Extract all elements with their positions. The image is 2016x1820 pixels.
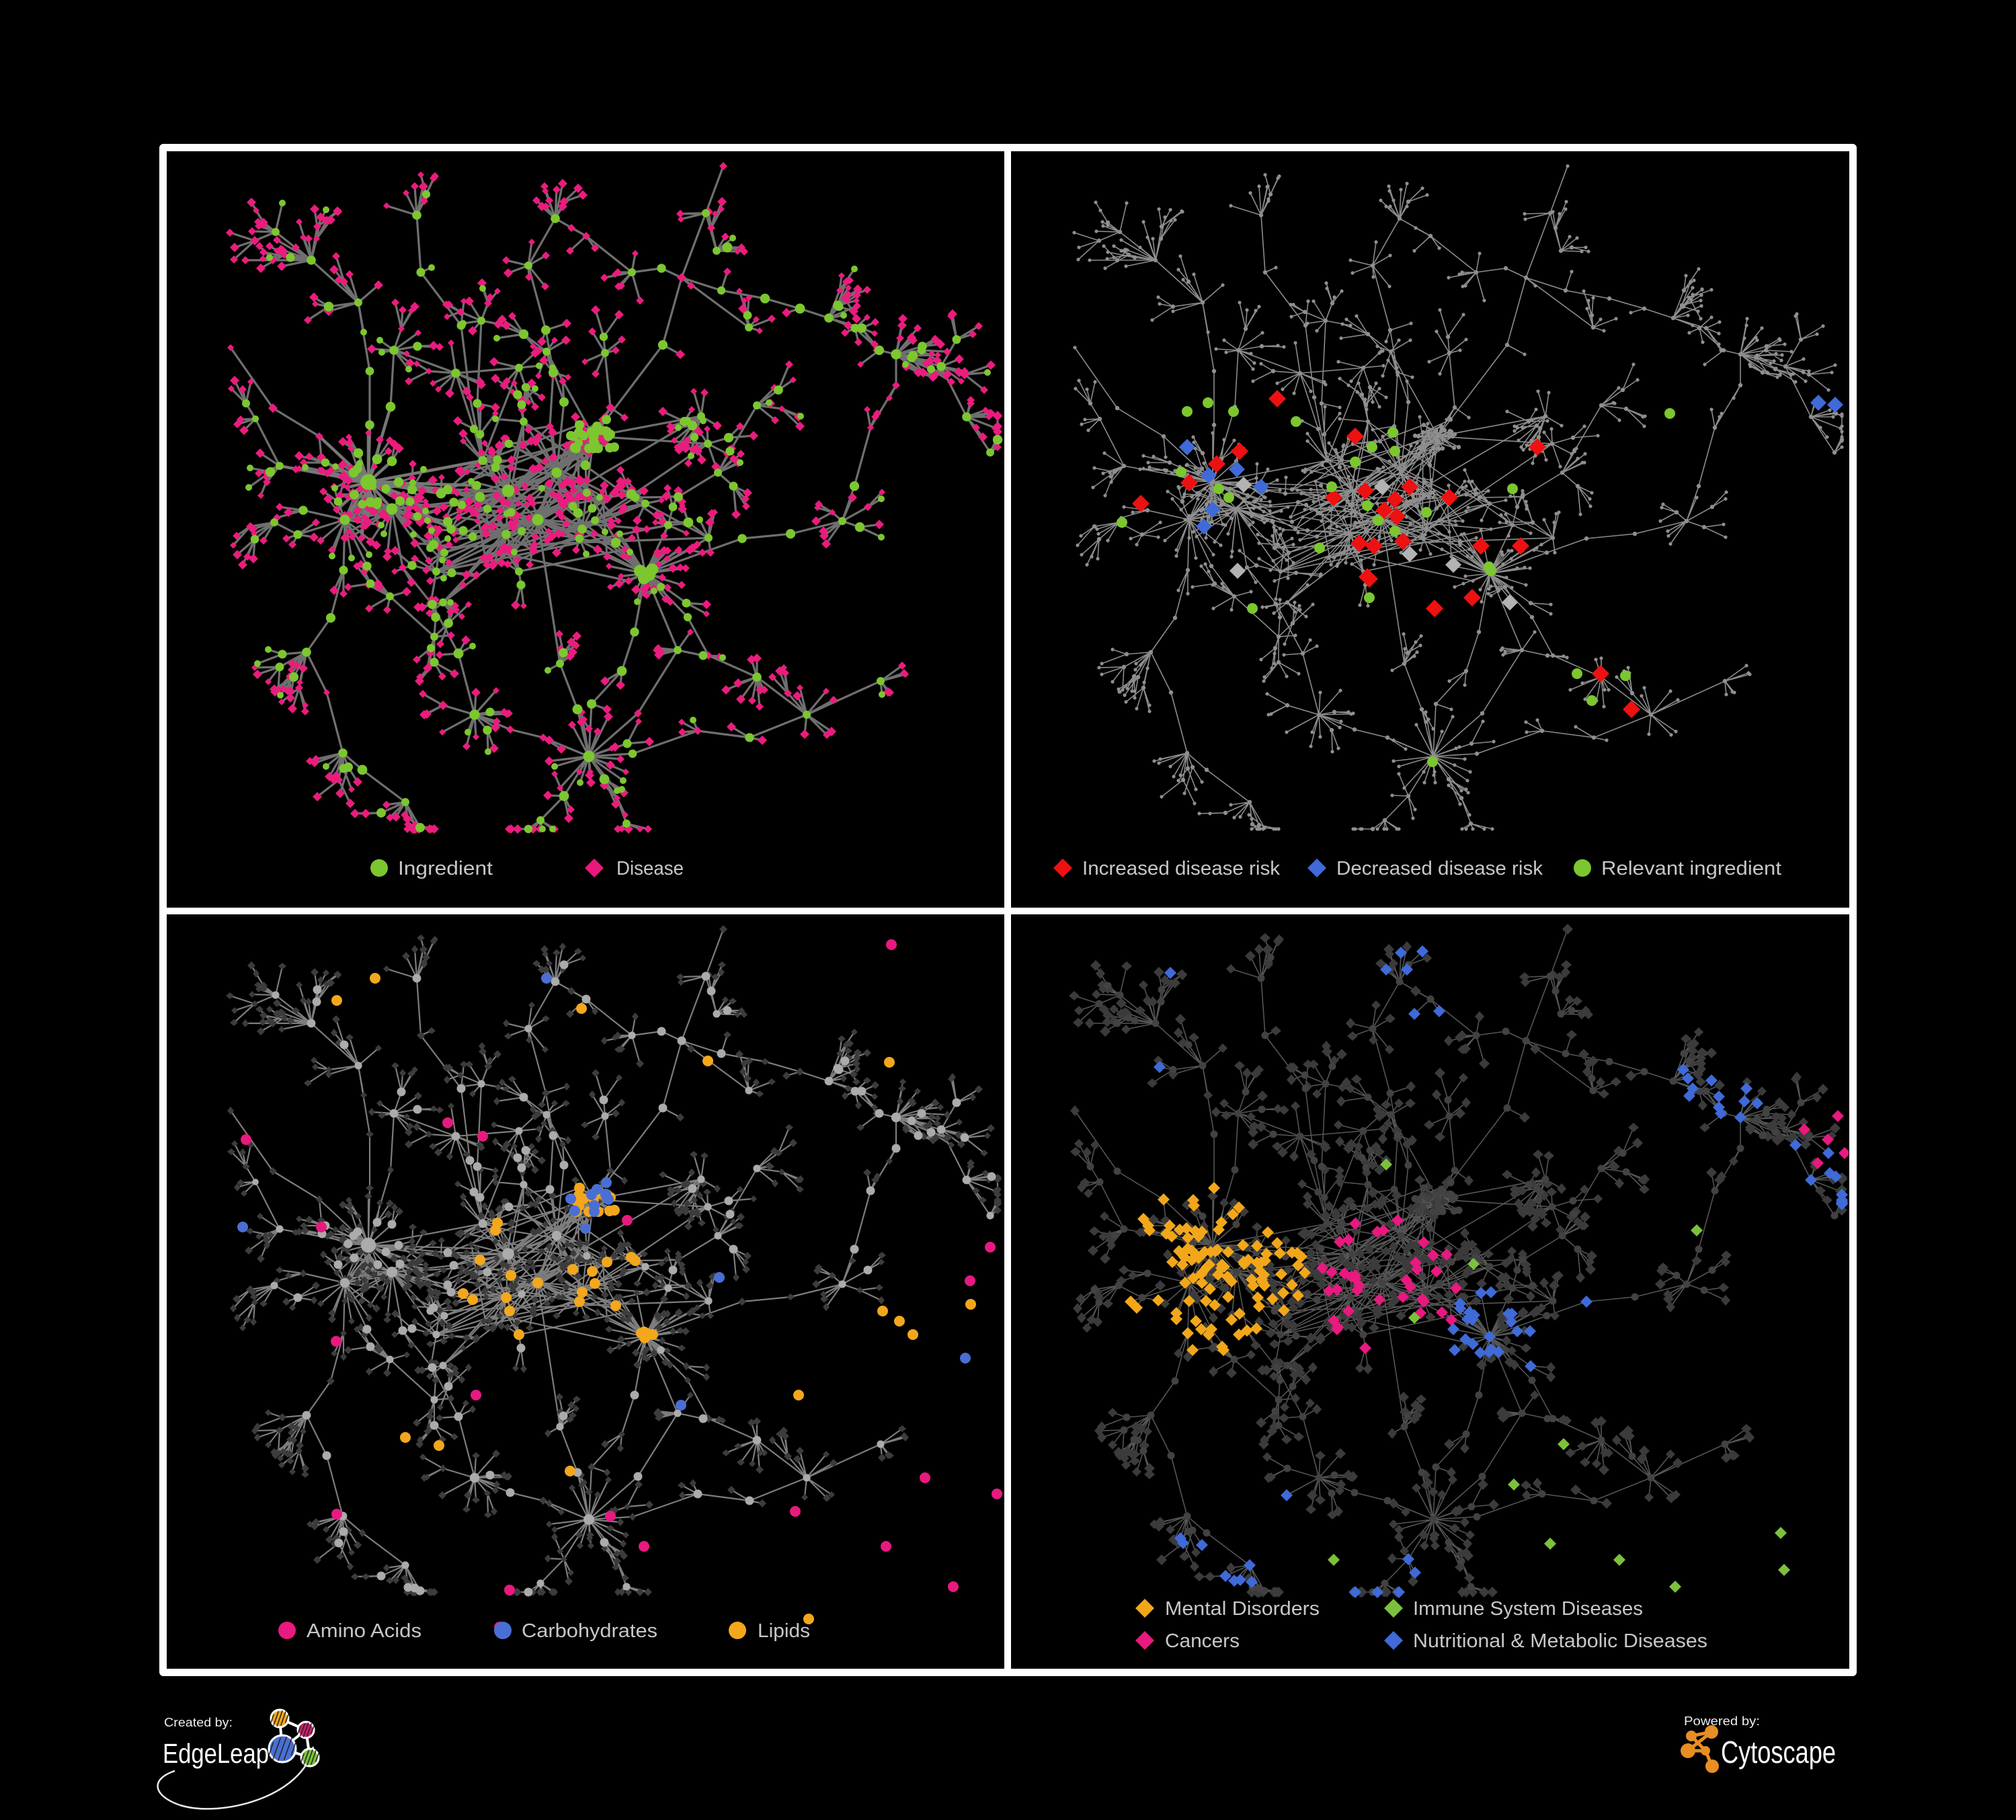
svg-text:Disease: Disease [616,858,684,879]
svg-text:Relevant ingredient: Relevant ingredient [1601,858,1781,879]
svg-text:Ingredient: Ingredient [398,858,493,879]
svg-text:Decreased disease risk: Decreased disease risk [1336,858,1543,879]
svg-text:Cancers: Cancers [1165,1630,1240,1652]
svg-text:Created by:: Created by: [164,1716,233,1729]
svg-text:Immune System Diseases: Immune System Diseases [1413,1598,1643,1620]
svg-text:Lipids: Lipids [758,1620,810,1642]
svg-text:Carbohydrates: Carbohydrates [522,1620,657,1642]
svg-text:Mental Disorders: Mental Disorders [1165,1598,1320,1620]
svg-text:Powered by:: Powered by: [1684,1714,1760,1728]
svg-text:EdgeLeap: EdgeLeap [163,1738,269,1769]
svg-text:Amino Acids: Amino Acids [307,1620,421,1642]
svg-text:Increased disease risk: Increased disease risk [1082,858,1281,879]
svg-text:Cytoscape: Cytoscape [1721,1735,1836,1770]
svg-text:Nutritional & Metabolic Diseas: Nutritional & Metabolic Diseases [1413,1630,1707,1652]
